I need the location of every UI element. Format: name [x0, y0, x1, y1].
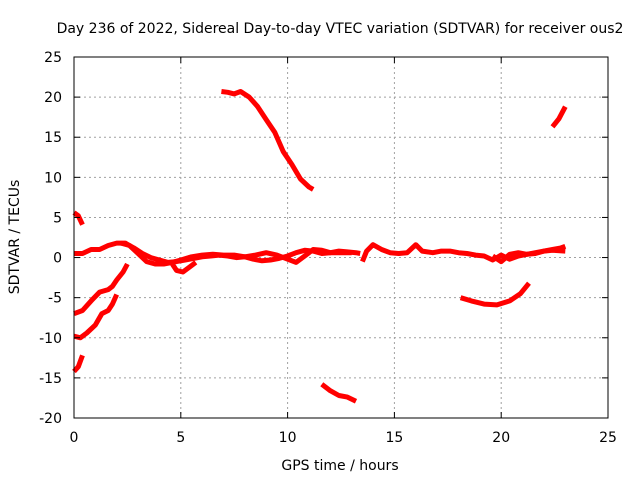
- y-tick-label: 25: [44, 50, 62, 66]
- series-arc-upper-right: [550, 105, 568, 129]
- y-tick-label: 0: [53, 251, 62, 267]
- series-arc-start-minus10: [73, 293, 119, 341]
- chart-title: Day 236 of 2022, Sidereal Day-to-day VTE…: [57, 21, 624, 37]
- series-arc-lower-dip: [459, 281, 531, 308]
- series-arc-decreasing-upper: [221, 89, 315, 192]
- series-arc-start-minus7: [73, 262, 130, 317]
- axis-ticks: 0 5 10 15 20 25 -20 -15 -10 -5 0 5 10 15 20 25: [39, 50, 617, 446]
- y-axis-label: SDTVAR / TECUs: [7, 180, 23, 295]
- y-tick-label: -15: [39, 371, 62, 387]
- series-arc-near-zero-4: [491, 247, 566, 265]
- y-tick-label: -5: [48, 291, 62, 307]
- x-tick-label: 5: [176, 430, 185, 446]
- series-arc-near-zero-2: [120, 240, 352, 267]
- x-tick-label: 25: [599, 430, 617, 446]
- plot-frame: [73, 56, 609, 419]
- y-tick-label: 5: [53, 210, 62, 226]
- x-tick-label: 15: [385, 430, 403, 446]
- series-arc-start-high: [72, 210, 85, 226]
- y-tick-label: -20: [39, 411, 62, 427]
- y-tick-label: 20: [44, 90, 62, 106]
- series-arc-dip-small: [170, 260, 198, 275]
- grid: [74, 57, 608, 418]
- series-arc-lower-left: [320, 382, 358, 404]
- y-tick-label: 15: [44, 130, 62, 146]
- x-axis-label: GPS time / hours: [281, 458, 398, 474]
- y-tick-label: 10: [44, 170, 62, 186]
- series-arc-start-minus14: [72, 354, 85, 374]
- x-tick-label: 10: [279, 430, 297, 446]
- x-tick-label: 0: [70, 430, 79, 446]
- y-tick-label: -10: [39, 331, 62, 347]
- x-tick-label: 20: [492, 430, 510, 446]
- series-group: [72, 89, 568, 404]
